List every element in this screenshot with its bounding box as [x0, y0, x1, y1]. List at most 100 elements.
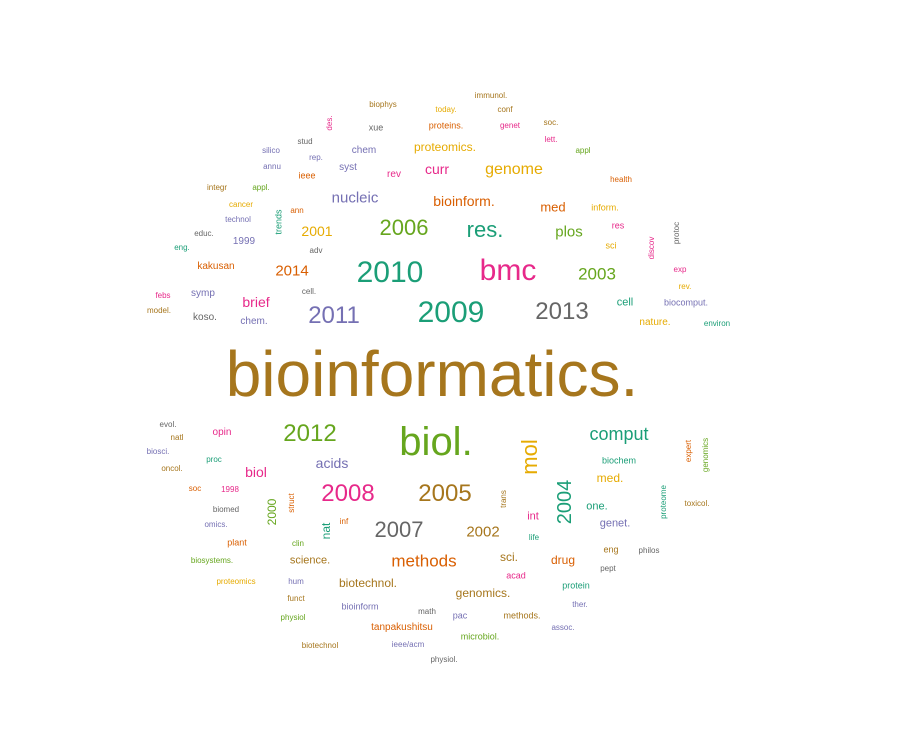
cloud-word: biol.	[399, 420, 473, 464]
cloud-word: methods	[391, 551, 457, 571]
cloud-word: xue	[368, 122, 384, 133]
cloud-word: health	[610, 175, 632, 184]
cloud-word: genome	[485, 161, 543, 178]
cloud-word: brief	[242, 294, 270, 310]
cloud-word: ann	[290, 206, 304, 215]
cloud-word: bioinformatics.	[225, 338, 639, 410]
cloud-word: lett.	[544, 135, 558, 144]
cloud-word: nat	[319, 522, 333, 540]
cloud-word: biosci.	[146, 447, 170, 456]
cloud-word: educ.	[194, 229, 214, 238]
cloud-word: ieee	[298, 170, 316, 181]
cloud-word: biosystems.	[190, 556, 234, 565]
cloud-word: 2011	[308, 302, 360, 329]
cloud-word: physiol	[280, 613, 306, 622]
cloud-word: int	[527, 510, 539, 523]
cloud-word: rep.	[309, 153, 323, 162]
cloud-word: genomics	[701, 437, 710, 473]
cloud-word: opin	[212, 427, 232, 438]
cloud-word: biophys	[369, 100, 397, 109]
cloud-word: cell	[616, 296, 634, 309]
cloud-word: immunol.	[474, 91, 508, 100]
cloud-word: rev.	[678, 282, 692, 291]
cloud-word: soc.	[543, 118, 559, 127]
cloud-word: res.	[466, 217, 504, 242]
cloud-word: cancer	[228, 200, 254, 209]
cloud-word: mol	[517, 439, 542, 475]
cloud-word: proteome	[659, 485, 668, 519]
cloud-word: cell.	[301, 287, 317, 296]
cloud-word: annu	[263, 162, 281, 171]
cloud-word: funct	[287, 594, 305, 603]
cloud-word: genet.	[599, 517, 631, 530]
cloud-word: acad	[506, 570, 526, 581]
cloud-word: 2004	[554, 479, 576, 525]
cloud-word: evol.	[159, 420, 177, 429]
cloud-word: microbiol.	[460, 631, 500, 642]
cloud-word: ther.	[572, 600, 588, 609]
cloud-word: oncol.	[161, 464, 183, 473]
cloud-word: 2009	[417, 296, 485, 329]
cloud-word: 2001	[301, 223, 333, 239]
cloud-word: 2008	[321, 480, 375, 507]
cloud-word: curr	[424, 161, 450, 177]
cloud-word: conf	[497, 105, 513, 114]
cloud-word: struct	[287, 493, 296, 513]
cloud-word: assoc.	[551, 623, 575, 632]
cloud-word: med	[540, 199, 566, 215]
cloud-word: one.	[586, 500, 608, 513]
cloud-word: 2002	[466, 523, 500, 541]
cloud-word: chem.	[240, 316, 268, 327]
cloud-word: bioinform	[341, 601, 379, 612]
cloud-word: nature.	[639, 317, 671, 328]
cloud-word: expert	[684, 439, 693, 463]
cloud-word: bioinform.	[433, 193, 495, 209]
cloud-word: integr	[206, 183, 228, 192]
cloud-word: proteomics	[216, 577, 256, 586]
cloud-word: physiol.	[430, 655, 458, 664]
cloud-word: model.	[146, 306, 172, 315]
cloud-word: acids	[315, 455, 349, 471]
cloud-word: methods.	[503, 610, 541, 621]
cloud-word: 2014	[275, 262, 309, 280]
cloud-word: 2012	[283, 420, 337, 447]
cloud-word: pac	[452, 610, 468, 621]
cloud-word: sci	[605, 240, 617, 251]
cloud-word: biotechnol.	[338, 576, 398, 590]
cloud-word: bmc	[479, 254, 537, 287]
cloud-word: pept	[600, 564, 616, 573]
cloud-word: sci.	[500, 550, 518, 564]
cloud-word: science.	[289, 554, 331, 567]
cloud-word: biochem	[601, 455, 637, 466]
cloud-word: rev	[387, 169, 401, 180]
cloud-word: syst	[339, 162, 357, 173]
cloud-word: eng	[603, 544, 619, 555]
cloud-word: environ	[703, 319, 731, 328]
cloud-word: biol	[245, 464, 267, 480]
cloud-word: nucleic	[331, 189, 379, 207]
cloud-word: febs	[155, 291, 171, 300]
cloud-word: 1998	[221, 485, 239, 494]
cloud-word: kakusan	[197, 261, 235, 272]
cloud-word: 2013	[535, 298, 589, 325]
cloud-word: protein	[562, 580, 590, 591]
cloud-word: adv	[309, 246, 323, 255]
cloud-word: ieee/acm	[391, 640, 425, 649]
cloud-word: plos	[555, 223, 583, 241]
cloud-word: proc	[206, 455, 222, 464]
cloud-word: 2006	[379, 215, 429, 240]
cloud-word: chem	[351, 145, 377, 156]
cloud-word: inf	[339, 517, 349, 526]
cloud-word: appl	[575, 146, 591, 155]
cloud-word: soc	[188, 484, 202, 493]
cloud-word: plant	[227, 537, 247, 548]
cloud-word: inform.	[591, 202, 619, 213]
cloud-word: appl.	[252, 183, 270, 192]
cloud-word: proteins.	[428, 120, 464, 131]
cloud-word: genet	[499, 121, 521, 130]
cloud-word: des.	[325, 115, 334, 131]
cloud-word: 2003	[578, 264, 616, 284]
cloud-word: biomed	[212, 505, 240, 514]
cloud-word: drug	[550, 553, 576, 567]
